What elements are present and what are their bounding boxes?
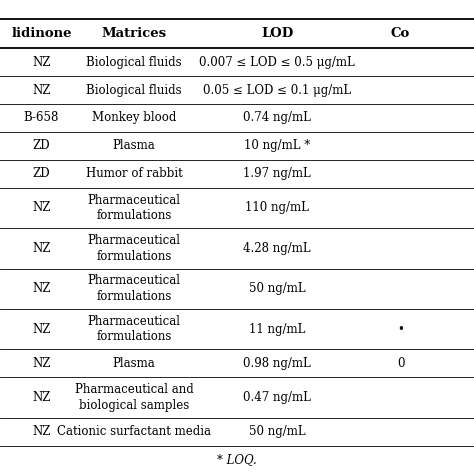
- Text: 110 ng/mL: 110 ng/mL: [246, 201, 309, 214]
- Text: Biological fluids: Biological fluids: [86, 83, 182, 97]
- Text: lidinone: lidinone: [11, 27, 72, 40]
- Text: 4.28 ng/mL: 4.28 ng/mL: [244, 242, 311, 255]
- Text: Pharmaceutical
formulations: Pharmaceutical formulations: [87, 274, 181, 303]
- Text: Pharmaceutical
formulations: Pharmaceutical formulations: [87, 315, 181, 344]
- Text: LOD: LOD: [261, 27, 293, 40]
- Text: 50 ng/mL: 50 ng/mL: [249, 425, 306, 438]
- Text: Humor of rabbit: Humor of rabbit: [85, 167, 182, 180]
- Text: NZ: NZ: [32, 282, 51, 295]
- Text: Pharmaceutical and
biological samples: Pharmaceutical and biological samples: [74, 383, 193, 412]
- Text: Biological fluids: Biological fluids: [86, 56, 182, 69]
- Text: Pharmaceutical
formulations: Pharmaceutical formulations: [87, 234, 181, 263]
- Text: 0.74 ng/mL: 0.74 ng/mL: [243, 111, 311, 125]
- Text: * LOQ.: * LOQ.: [217, 453, 257, 465]
- Text: •: •: [397, 323, 404, 336]
- Text: 0.98 ng/mL: 0.98 ng/mL: [244, 357, 311, 370]
- Text: 50 ng/mL: 50 ng/mL: [249, 282, 306, 295]
- Text: NZ: NZ: [32, 391, 51, 404]
- Text: Cationic surfactant media: Cationic surfactant media: [57, 425, 211, 438]
- Text: ZD: ZD: [33, 139, 50, 152]
- Text: B-658: B-658: [24, 111, 59, 125]
- Text: Plasma: Plasma: [112, 139, 155, 152]
- Text: NZ: NZ: [32, 323, 51, 336]
- Text: 0.007 ≤ LOD ≤ 0.5 μg/mL: 0.007 ≤ LOD ≤ 0.5 μg/mL: [200, 56, 355, 69]
- Text: 0.47 ng/mL: 0.47 ng/mL: [243, 391, 311, 404]
- Text: NZ: NZ: [32, 425, 51, 438]
- Text: 0: 0: [397, 357, 404, 370]
- Text: NZ: NZ: [32, 242, 51, 255]
- Text: NZ: NZ: [32, 83, 51, 97]
- Text: 10 ng/mL *: 10 ng/mL *: [244, 139, 310, 152]
- Text: 1.97 ng/mL: 1.97 ng/mL: [244, 167, 311, 180]
- Text: Matrices: Matrices: [101, 27, 166, 40]
- Text: ZD: ZD: [33, 167, 50, 180]
- Text: Pharmaceutical
formulations: Pharmaceutical formulations: [87, 193, 181, 222]
- Text: Plasma: Plasma: [112, 357, 155, 370]
- Text: NZ: NZ: [32, 56, 51, 69]
- Text: 0.05 ≤ LOD ≤ 0.1 μg/mL: 0.05 ≤ LOD ≤ 0.1 μg/mL: [203, 83, 351, 97]
- Text: 11 ng/mL: 11 ng/mL: [249, 323, 305, 336]
- Text: Monkey blood: Monkey blood: [91, 111, 176, 125]
- Text: NZ: NZ: [32, 201, 51, 214]
- Text: Co: Co: [391, 27, 410, 40]
- Text: NZ: NZ: [32, 357, 51, 370]
